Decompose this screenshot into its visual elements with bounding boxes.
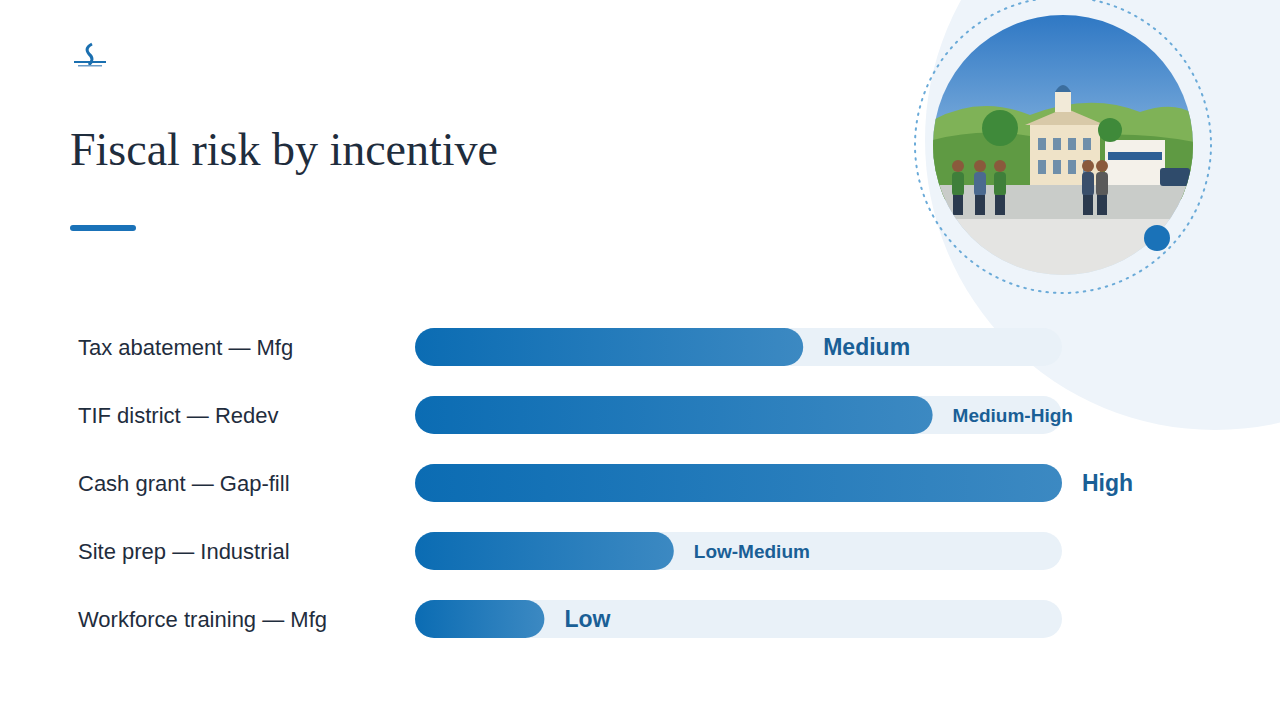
person-body [1096,172,1108,196]
data-label: Medium-High [953,405,1073,426]
category-label: Site prep — Industrial [78,539,290,564]
category-label: Workforce training — Mfg [78,607,327,632]
data-label: Low-Medium [694,541,810,562]
window [1038,160,1046,174]
title: Fiscal risk by incentive [70,124,498,175]
range-track [415,600,1062,638]
logo [74,44,106,67]
chart-canvas: Fiscal risk by incentive Tax abatement — … [0,0,1280,720]
logo-line [78,65,102,67]
labels: Tax abatement — Mfg Medium TIF district — … [78,334,1133,632]
person-legs [1097,195,1107,215]
bar [415,532,674,570]
dome [1055,85,1071,92]
tracks [415,328,1062,638]
ground [933,217,1193,287]
window [1053,160,1061,174]
dotted-ring [915,0,1211,293]
awning [1108,152,1162,160]
person-legs [975,195,985,215]
person-body [994,172,1006,196]
title-underline [70,225,136,231]
data-label: High [1082,470,1133,496]
accent-dot [1144,225,1170,251]
person-head [1082,160,1094,172]
tree [982,110,1018,146]
person-head [952,160,964,172]
bar [415,396,933,434]
tree [1098,118,1122,142]
logo-line [74,61,106,63]
range-track [415,532,1062,570]
shop [1105,140,1165,185]
illustration [933,15,1195,287]
category-label: TIF district — Redev [78,403,278,428]
tower [1055,92,1071,112]
person-legs [1083,195,1093,215]
data-label: Low [564,606,610,632]
truck [1160,168,1190,186]
window [1038,138,1046,150]
bar [415,328,803,366]
street [933,185,1193,219]
bar [415,464,1062,502]
person-head [994,160,1006,172]
window [1083,138,1091,150]
window [1068,138,1076,150]
person-legs [953,195,963,215]
window [1068,160,1076,174]
bar [415,600,544,638]
person-body [1082,172,1094,196]
bars [415,328,1062,638]
person-head [1096,160,1108,172]
range-track [415,464,1062,502]
person-body [974,172,986,196]
range-track [415,328,1062,366]
category-label: Cash grant — Gap-fill [78,471,290,496]
person-body [952,172,964,196]
window [1053,138,1061,150]
person-legs [995,195,1005,215]
category-label: Tax abatement — Mfg [78,335,293,360]
person-head [974,160,986,172]
data-label: Medium [823,334,910,360]
